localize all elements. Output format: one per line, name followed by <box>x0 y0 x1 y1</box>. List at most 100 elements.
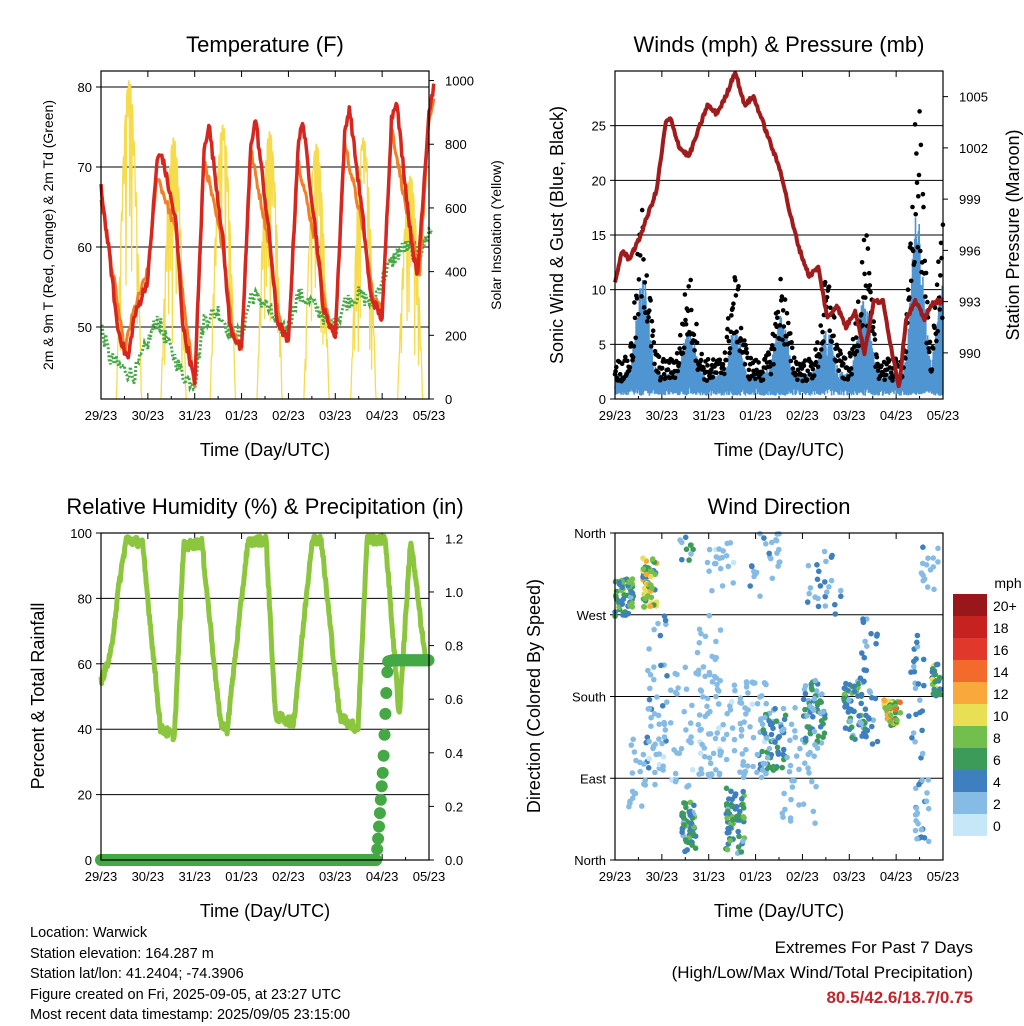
wind-gust-point <box>813 347 818 352</box>
dir-wind-point <box>811 753 817 759</box>
dir-wind-point <box>727 825 733 831</box>
wind-gust-point <box>727 346 733 351</box>
latlon-text: Station lat/lon: 41.2404; -74.3906 <box>30 966 244 982</box>
dir-wind-point <box>811 728 818 735</box>
temp-xtick-label: 01/23 <box>225 408 258 423</box>
wind-ytick-label: 0 <box>599 392 606 407</box>
wind-gust-point <box>927 349 932 355</box>
wind-gust-point <box>742 338 747 343</box>
wind-gust-point <box>778 298 784 303</box>
dir-wind-point <box>727 540 734 546</box>
dir-wind-point <box>789 784 796 790</box>
dir-wind-point <box>925 555 931 561</box>
dir-wind-point <box>646 738 652 745</box>
recent-timestamp-text: Most recent data timestamp: 2025/09/05 2… <box>30 1007 351 1023</box>
dir-wind-point <box>862 638 868 645</box>
dir-wind-point <box>908 669 914 675</box>
dir-wind-point <box>630 736 636 743</box>
wind-gust-point <box>936 259 941 265</box>
wind-gust-point <box>804 377 810 383</box>
rh-xtick-label: 30/23 <box>132 869 165 884</box>
wind-gust-point <box>822 279 828 285</box>
dir-wind-point <box>716 725 722 731</box>
wind-gust-point <box>631 344 637 349</box>
wind-gust-point <box>771 346 777 352</box>
dir-wind-point <box>659 740 665 747</box>
dir-wind-point <box>694 649 701 656</box>
dir-wind-point <box>769 575 776 582</box>
dir-wind-point <box>647 672 654 678</box>
dir-wind-point <box>763 541 769 547</box>
dir-wind-point <box>789 777 795 784</box>
dir-wind-point <box>713 675 720 681</box>
dir-wind-point <box>704 559 711 566</box>
dir-wind-point <box>640 566 647 572</box>
wind-gust-point <box>862 271 867 277</box>
dir-wind-point <box>892 706 899 713</box>
rh-ytick-label: 20 <box>78 788 92 803</box>
dir-wind-point <box>704 703 710 710</box>
dir-ytick-label: East <box>580 771 606 786</box>
dir-wind-point <box>683 727 689 733</box>
wind-gust-point <box>922 258 928 264</box>
dir-wind-point <box>754 769 760 776</box>
temp-ytick-label: 50 <box>78 320 92 335</box>
dir-wind-point <box>813 783 819 790</box>
dir-title: Wind Direction <box>707 494 850 519</box>
dir-wind-point <box>774 550 780 556</box>
wind-gust-point <box>658 375 664 380</box>
wind-gust-point <box>923 294 928 299</box>
dir-xtick-label: 01/23 <box>739 869 772 884</box>
created-text: Figure created on Fri, 2025-09-05, at 23… <box>30 986 342 1003</box>
dir-wind-point <box>843 680 849 687</box>
dir-wind-point <box>762 714 768 721</box>
temp-xlabel: Time (Day/UTC) <box>200 440 330 460</box>
dir-wind-point <box>646 705 653 712</box>
dir-wind-point <box>887 704 893 710</box>
dir-wind-point <box>768 751 775 758</box>
rh-precip-point <box>376 766 389 779</box>
dir-wind-point <box>923 798 930 804</box>
dir-wind-point <box>863 733 869 740</box>
wind-gust-point <box>641 305 647 310</box>
temp-y2tick-label: 1000 <box>445 74 474 89</box>
dir-wind-point <box>724 830 731 836</box>
wind-gust-point <box>771 362 776 367</box>
dir-wind-point <box>769 539 775 546</box>
dir-wind-point <box>659 703 666 709</box>
wind-y2tick-label: 993 <box>959 295 981 310</box>
dir-wind-point <box>817 724 824 730</box>
wind-gust-point <box>903 356 908 361</box>
dir-wind-point <box>661 734 668 740</box>
dir-wind-point <box>750 763 756 770</box>
wind-gust-point <box>921 204 926 210</box>
wind-gust-point <box>846 374 851 379</box>
dir-colorbar-label: 2 <box>993 796 1001 812</box>
dir-wind-point <box>850 708 856 714</box>
rh-xtick-label: 31/23 <box>178 869 211 884</box>
dir-wind-point <box>687 720 694 726</box>
dir-wind-point <box>728 698 735 705</box>
dir-wind-point <box>645 667 651 674</box>
wind-gust-point <box>780 337 785 343</box>
dir-wind-point <box>780 726 787 732</box>
dir-wind-point <box>761 535 767 541</box>
wind-gust-point <box>903 349 909 355</box>
dir-wind-point <box>819 691 825 697</box>
wind-gust-point <box>872 337 878 342</box>
wind-gust-point <box>910 204 915 210</box>
dir-wind-point <box>743 679 750 685</box>
wind-gust-point <box>775 315 780 321</box>
wind-xtick-label: 31/23 <box>692 408 725 423</box>
wind-gust-point <box>652 361 657 367</box>
dir-wind-point <box>731 682 738 688</box>
wind-title: Winds (mph) & Pressure (mb) <box>634 32 925 57</box>
wind-gust-point <box>908 278 914 284</box>
dir-wind-point <box>627 578 633 584</box>
wind-gust-point <box>705 363 710 368</box>
dir-wind-point <box>914 810 921 816</box>
dir-wind-point <box>709 587 715 594</box>
wind-gust-point <box>914 180 920 185</box>
temp-xtick-label: 31/23 <box>178 408 211 423</box>
dir-wind-point <box>760 727 767 733</box>
